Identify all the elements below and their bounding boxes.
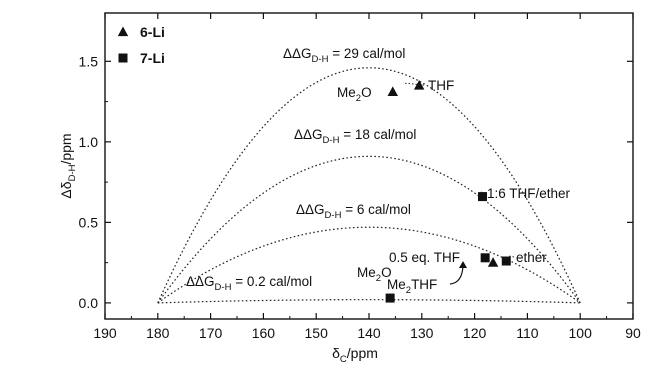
annotation-0-base: Me — [337, 85, 356, 100]
curve-label-3: ΔΔGD-H = 0.2 cal/mol — [186, 274, 312, 293]
point-7-Li — [480, 253, 490, 263]
annotation-4-base: ether — [516, 250, 547, 265]
curve-label-0-subscript: D-H — [312, 54, 329, 65]
y-tick-label: 0.0 — [79, 295, 99, 311]
annotation-0: Me2O — [337, 85, 372, 104]
annotation-6-rest: O — [381, 265, 392, 280]
legend-label-7-Li: 7-Li — [140, 50, 165, 66]
x-tick-label: 130 — [410, 325, 434, 341]
curve-3 — [157, 299, 581, 304]
y-tick-label: 1.5 — [79, 53, 99, 69]
curve-label-1: ΔΔGD-H = 18 cal/mol — [294, 127, 416, 146]
annotation-5-rest: THF — [411, 277, 437, 292]
x-tick-label: 140 — [357, 325, 381, 341]
curve-label-3-subscript: D-H — [215, 282, 232, 293]
curve-2 — [157, 226, 581, 304]
curve-label-1-subscript: D-H — [323, 135, 340, 146]
annotation-6-base: Me — [357, 265, 376, 280]
curve-0 — [157, 67, 581, 304]
annotation-arrow — [449, 265, 464, 285]
annotation-6: Me2O — [357, 265, 392, 284]
annotation-3-base: 0.5 eq. THF — [389, 250, 460, 265]
y-axis-title-subscript: D-H — [67, 164, 78, 181]
x-tick-label: 90 — [625, 325, 641, 341]
point-7-Li — [501, 256, 511, 266]
x-axis-title-base: δ — [332, 345, 340, 361]
curve-label-0-rest: = 29 cal/mol — [328, 46, 405, 61]
curve-1 — [157, 155, 581, 304]
curve-label-2-base: ΔΔG — [296, 202, 325, 217]
point-6-Li — [413, 79, 425, 90]
x-tick-label: 190 — [93, 325, 117, 341]
annotation-5-base: Me — [387, 277, 406, 292]
annotation-2-base: 1:6 THF/ether — [487, 186, 571, 201]
annotation-6-subscript: 2 — [376, 273, 381, 284]
x-tick-label: 110 — [516, 325, 539, 341]
x-tick-label: 100 — [569, 325, 593, 341]
annotation-leader — [507, 255, 515, 258]
x-tick-label: 150 — [305, 325, 329, 341]
y-tick-label: 0.5 — [79, 214, 99, 230]
point-6-Li — [487, 257, 499, 267]
annotation-5-subscript: 2 — [406, 285, 411, 296]
curve-label-0: ΔΔGD-H = 29 cal/mol — [283, 46, 405, 65]
curve-label-3-rest: = 0.2 cal/mol — [231, 274, 312, 289]
x-tick-label: 120 — [463, 325, 487, 341]
x-tick-label: 160 — [252, 325, 276, 341]
annotation-1-base: THF — [428, 78, 454, 93]
legend: 6-Li 7-Li — [117, 24, 165, 66]
point-7-Li — [478, 192, 488, 202]
annotation-1: THF — [428, 78, 454, 93]
annotation-2: 1:6 THF/ether — [487, 186, 571, 201]
x-tick-label: 180 — [146, 325, 170, 341]
curve-label-2-subscript: D-H — [325, 210, 342, 221]
legend-label-6-Li: 6-Li — [140, 24, 165, 40]
x-axis-title-subscript: C — [340, 354, 347, 365]
y-axis-title-base: Δδ — [58, 181, 74, 198]
y-tick-label: 1.0 — [79, 134, 99, 150]
data-points — [385, 79, 511, 303]
annotation-5: Me2THF — [387, 277, 437, 296]
annotation-4: ether — [516, 250, 547, 265]
curve-label-0-base: ΔΔG — [283, 46, 312, 61]
point-6-Li — [387, 86, 398, 97]
y-axis-title-rest: /ppm — [58, 133, 74, 164]
point-7-Li — [385, 293, 395, 303]
axes: 190 180 170 160 150 140 130 120 110 100 90 0.0 0.5 1.… — [58, 12, 641, 365]
curve-label-1-rest: = 18 cal/mol — [339, 127, 416, 142]
x-axis-title: δC/ppm — [332, 345, 378, 365]
annotation-3: 0.5 eq. THF — [389, 250, 460, 265]
curve-label-2-rest: = 6 cal/mol — [341, 202, 410, 217]
curve-label-1-base: ΔΔG — [294, 127, 323, 142]
annotation-0-rest: O — [361, 85, 372, 100]
y-axis-title: ΔδD-H/ppm — [58, 133, 78, 198]
x-tick-label: 170 — [199, 325, 223, 341]
curve-label-2: ΔΔGD-H = 6 cal/mol — [296, 202, 411, 221]
curves — [157, 67, 581, 304]
legend-triangle-marker — [117, 26, 129, 37]
legend-square-marker — [118, 53, 128, 63]
curve-label-3-base: ΔΔG — [186, 274, 215, 289]
annotation-arrowhead — [459, 261, 467, 268]
annotation-0-subscript: 2 — [356, 93, 361, 104]
x-axis-title-rest: /ppm — [347, 345, 378, 361]
